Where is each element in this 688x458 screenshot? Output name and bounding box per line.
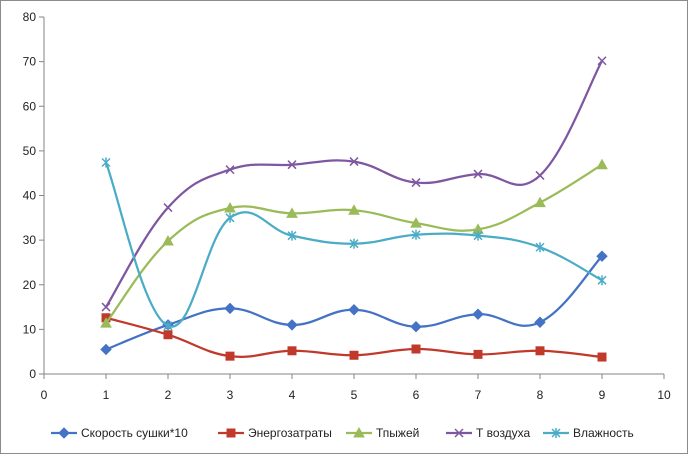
data-point — [597, 56, 607, 66]
y-tick-label: 50 — [23, 144, 37, 158]
data-point — [410, 320, 422, 333]
data-point — [472, 308, 484, 320]
data-point — [287, 230, 297, 241]
data-point — [225, 212, 235, 223]
data-point — [535, 170, 545, 180]
data-point — [224, 302, 236, 315]
data-point — [534, 316, 546, 328]
y-tick-label: 20 — [23, 278, 37, 292]
legend-swatch-marker — [353, 426, 365, 438]
legend-item: Влажность — [543, 426, 634, 440]
series-line — [105, 255, 603, 351]
y-tick-label: 80 — [23, 10, 37, 24]
series-4 — [101, 56, 607, 312]
y-tick-label: 30 — [23, 233, 37, 247]
data-point — [534, 196, 546, 208]
series-line — [105, 60, 603, 308]
data-point — [287, 160, 297, 170]
legend-item: Энергозатраты — [218, 426, 332, 440]
legend-swatch-marker — [226, 428, 236, 438]
data-point — [597, 352, 607, 362]
x-tick-label: 8 — [537, 388, 544, 402]
x-tick-label: 3 — [227, 388, 234, 402]
legend-item: Скорость сушки*10 — [51, 426, 188, 440]
data-point — [349, 350, 359, 360]
data-point — [225, 165, 235, 175]
data-point — [411, 229, 421, 240]
data-point — [286, 207, 298, 218]
y-axis-ticks: 0 10 20 30 40 50 60 70 80 — [23, 10, 44, 381]
legend-label: Скорость сушки*10 — [81, 426, 188, 440]
data-point — [101, 157, 111, 168]
x-tick-label: 2 — [165, 388, 172, 402]
chart-axes — [43, 17, 664, 375]
data-point — [224, 201, 236, 213]
x-tick-label: 7 — [475, 388, 482, 402]
x-tick-label: 10 — [657, 388, 671, 402]
data-point — [225, 351, 235, 361]
data-point — [162, 234, 174, 246]
data-point — [100, 317, 112, 328]
x-tick-label: 9 — [599, 388, 606, 402]
legend-swatch-marker — [454, 428, 464, 438]
data-point — [163, 320, 173, 331]
data-point — [348, 304, 360, 316]
y-tick-label: 40 — [23, 189, 37, 203]
series-3 — [100, 158, 608, 328]
data-point — [349, 157, 359, 167]
data-point — [410, 217, 422, 228]
series-layer — [100, 56, 608, 362]
data-point — [596, 158, 608, 170]
y-tick-label: 70 — [23, 55, 37, 69]
data-point — [411, 344, 421, 354]
data-point — [473, 349, 483, 359]
data-point — [101, 302, 111, 312]
data-point — [286, 319, 298, 331]
x-axis-ticks: 0 1 2 3 4 5 6 7 8 9 10 — [41, 374, 671, 402]
data-point — [411, 178, 421, 188]
data-point — [596, 250, 608, 262]
legend-label: Влажность — [573, 426, 634, 440]
data-point — [473, 230, 483, 241]
y-tick-label: 0 — [29, 367, 36, 381]
legend-swatch-marker — [551, 428, 561, 438]
legend-label: Т воздуха — [476, 426, 531, 440]
data-point — [535, 242, 545, 253]
data-point — [597, 275, 607, 286]
x-tick-label: 4 — [289, 388, 296, 402]
data-point — [163, 330, 173, 340]
x-tick-label: 5 — [351, 388, 358, 402]
data-point — [100, 343, 112, 356]
series-5 — [101, 157, 607, 331]
legend-swatch-marker — [58, 427, 70, 439]
x-tick-label: 1 — [103, 388, 110, 402]
data-point — [349, 238, 359, 249]
legend: Скорость сушки*10 Энергозатраты Тпыжей Т во… — [51, 426, 634, 440]
x-tick-label: 0 — [41, 388, 48, 402]
data-point — [348, 204, 360, 215]
y-tick-label: 60 — [23, 99, 37, 113]
legend-item: Т воздуха — [446, 426, 531, 440]
x-tick-label: 6 — [413, 388, 420, 402]
data-point — [535, 346, 545, 356]
y-tick-label: 10 — [23, 322, 37, 336]
data-point — [163, 203, 173, 213]
data-point — [473, 169, 483, 179]
legend-label: Энергозатраты — [248, 426, 332, 440]
legend-item: Тпыжей — [346, 426, 419, 440]
data-point — [287, 346, 297, 356]
legend-label: Тпыжей — [376, 426, 419, 440]
